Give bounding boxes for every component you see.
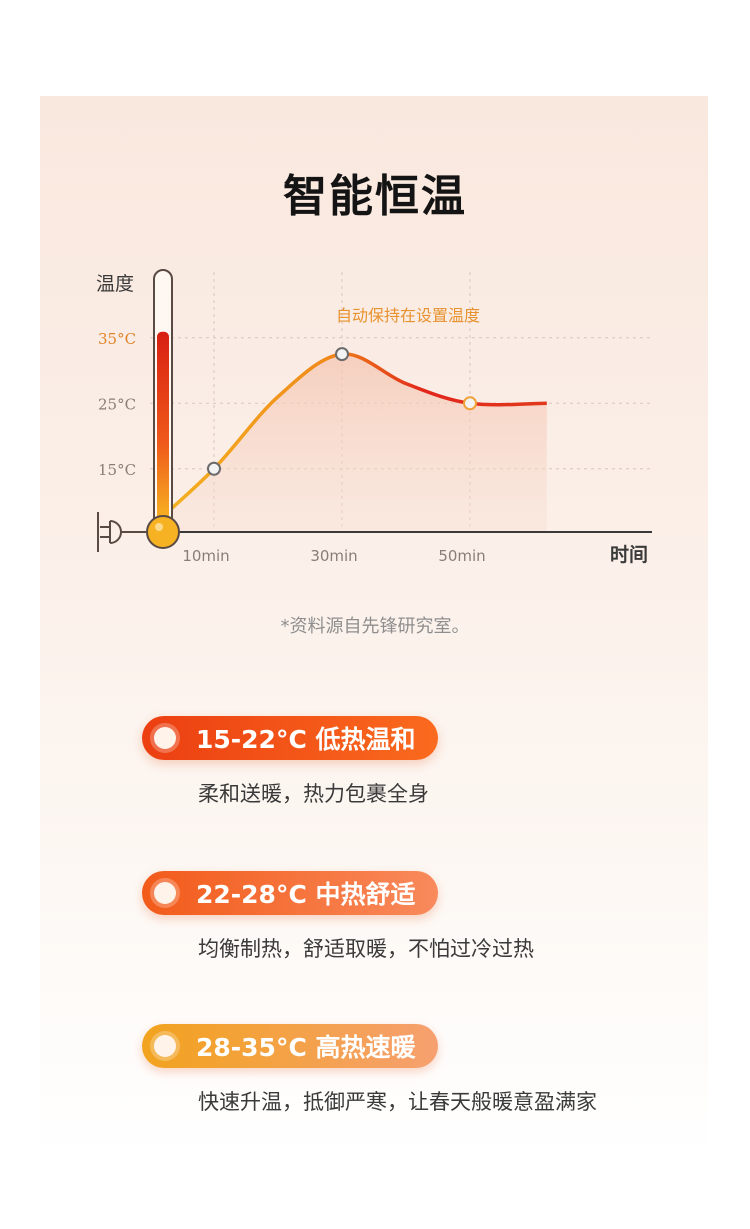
curve-marker [207, 461, 221, 476]
mode-low-label: 15-22°C 低热温和 [196, 725, 416, 754]
curve-marker [463, 396, 477, 411]
x-tick-label: 10min [182, 547, 229, 565]
chart-grid [150, 272, 652, 532]
x-axis-label: 时间 [610, 544, 648, 566]
curve-marker [335, 347, 349, 362]
thermometer-mercury [157, 331, 169, 530]
mode-mid-pill: 22-28°C 中热舒适 [142, 871, 438, 915]
curve-area-fill [150, 353, 547, 532]
thermometer [146, 269, 180, 549]
y-tick-label: 25°C [98, 395, 136, 413]
mode-high-label: 28-35°C 高热速暖 [196, 1033, 416, 1062]
y-tick-label: 35°C [98, 330, 136, 348]
x-tick-label: 30min [310, 547, 357, 565]
mode-dot-icon [154, 727, 176, 749]
mode-high-desc: 快速升温，抵御严寒，让春天般暖意盈满家 [198, 1090, 597, 1114]
temperature-chart: 温度 时间 自动保持在设置温度 15°C 25°C 35°C 10min 30min 5… [96, 269, 652, 566]
mode-low-pill: 15-22°C 低热温和 [142, 716, 438, 760]
background-card [40, 96, 708, 1156]
y-axis-label: 温度 [96, 273, 134, 295]
mode-high-pill: 28-35°C 高热速暖 [142, 1024, 438, 1068]
source-note: *资料源自先锋研究室。 [280, 616, 470, 637]
mode-dot-icon [154, 882, 176, 904]
x-tick-labels: 10min 30min 50min [182, 547, 485, 565]
curve-markers [207, 347, 477, 476]
mode-mid-label: 22-28°C 中热舒适 [196, 880, 416, 909]
x-tick-label: 50min [438, 547, 485, 565]
y-tick-labels: 15°C 25°C 35°C [98, 330, 136, 479]
mode-mid-desc: 均衡制热，舒适取暖，不怕过冷过热 [198, 937, 534, 961]
y-tick-label: 15°C [98, 461, 136, 479]
chart-annotation: 自动保持在设置温度 [336, 306, 480, 325]
plug-icon [97, 512, 147, 552]
mode-low-desc: 柔和送暖，热力包裹全身 [198, 782, 429, 806]
page-title: 智能恒温 [283, 171, 467, 222]
mode-dot-icon [154, 1035, 176, 1057]
